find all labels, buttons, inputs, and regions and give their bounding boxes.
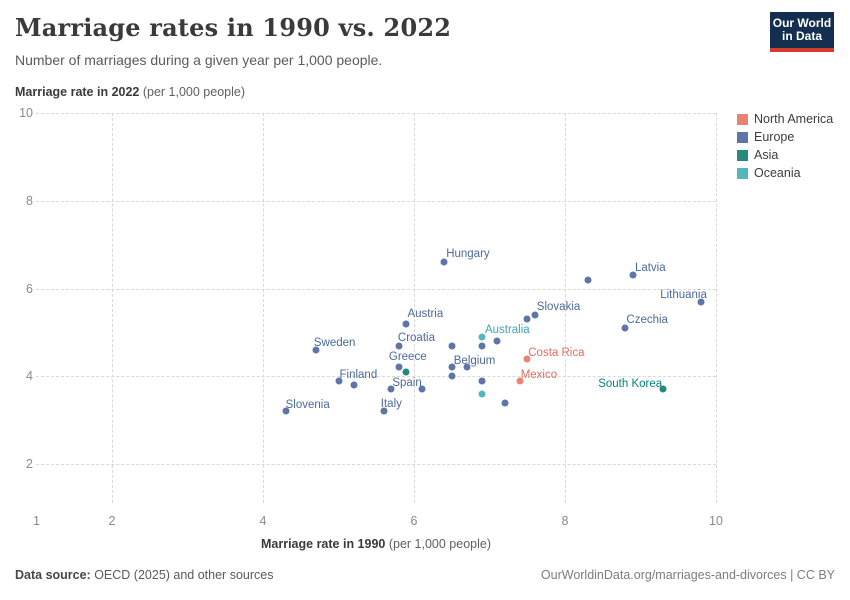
point-label-australia[interactable]: Australia: [484, 323, 530, 336]
x-axis-title: Marriage rate in 1990 (per 1,000 people): [36, 537, 716, 551]
point-label-slovenia[interactable]: Slovenia: [285, 399, 330, 412]
data-point-unlabeled[interactable]: [448, 372, 456, 380]
data-point-mexico[interactable]: [516, 377, 524, 385]
data-point-unlabeled[interactable]: [448, 342, 456, 350]
data-point-unlabeled[interactable]: [350, 381, 358, 389]
data-point-lithuania[interactable]: [697, 298, 705, 306]
x-tick-label-8: 8: [561, 514, 569, 528]
data-source-note: Data source: OECD (2025) and other sourc…: [15, 568, 273, 582]
data-point-italy[interactable]: [380, 407, 388, 415]
y-tick-label-8: 8: [26, 193, 33, 208]
x-tick-label-1: 1: [33, 514, 40, 528]
point-label-hungary[interactable]: Hungary: [446, 248, 490, 261]
gridline-x-4: [263, 113, 264, 503]
page-title: Marriage rates in 1990 vs. 2022: [15, 13, 452, 42]
data-point-spain[interactable]: [387, 385, 395, 393]
legend-label-europe: Europe: [754, 130, 795, 144]
point-label-sweden[interactable]: Sweden: [313, 336, 356, 349]
data-point-unlabeled[interactable]: [478, 377, 486, 385]
legend-label-asia: Asia: [754, 148, 779, 162]
data-point-sweden[interactable]: [312, 346, 320, 354]
point-label-belgium[interactable]: Belgium: [453, 355, 496, 368]
data-point-unlabeled[interactable]: [478, 390, 486, 398]
point-label-costa-rica[interactable]: Costa Rica: [528, 346, 585, 359]
y-tick-label-2: 2: [26, 457, 33, 471]
legend-item-oceania[interactable]: Oceania: [737, 164, 833, 182]
x-tick-label-6: 6: [410, 514, 418, 528]
gridline-y-6: [36, 288, 716, 290]
legend-swatch-oceania: [737, 167, 748, 179]
y-tick-label-10: 10: [19, 106, 33, 120]
owid-logo-line1: Our World: [772, 16, 832, 30]
data-point-unlabeled[interactable]: [493, 337, 501, 345]
x-axis-title-rest: (per 1,000 people): [385, 537, 491, 551]
legend-label-northamerica: North America: [754, 112, 834, 126]
data-point-costa-rica[interactable]: [523, 355, 531, 363]
gridline-x-8: [565, 113, 566, 503]
legend-item-asia[interactable]: Asia: [737, 146, 833, 164]
data-point-finland[interactable]: [335, 377, 342, 385]
point-label-lithuania[interactable]: Lithuania: [660, 288, 707, 301]
owid-license-link[interactable]: OurWorldinData.org/marriages-and-divorce…: [540, 568, 835, 582]
gridline-y-4: [36, 376, 716, 378]
legend-swatch-asia: [737, 149, 748, 161]
legend-item-europe[interactable]: Europe: [737, 128, 833, 146]
data-point-south-korea[interactable]: [659, 385, 667, 393]
point-label-spain[interactable]: Spain: [392, 377, 422, 390]
gridline-y-10: [36, 113, 716, 114]
x-tick-label-10: 10: [709, 514, 723, 528]
y-axis-title-bold: Marriage rate in 2022: [15, 85, 140, 99]
data-point-latvia[interactable]: [629, 271, 637, 279]
owid-logo[interactable]: Our World in Data: [770, 12, 834, 52]
data-point-slovakia[interactable]: [531, 311, 539, 319]
y-axis-title-rest: (per 1,000 people): [139, 85, 246, 99]
gridline-y-2: [36, 464, 716, 465]
gridline-x-10: [716, 113, 717, 503]
data-point-unlabeled[interactable]: [501, 399, 509, 407]
point-label-finland[interactable]: Finland: [339, 368, 378, 381]
data-point-unlabeled[interactable]: [402, 368, 410, 376]
data-point-czechia[interactable]: [621, 324, 629, 332]
legend-swatch-europe: [737, 131, 748, 143]
point-label-croatia[interactable]: Croatia: [397, 331, 435, 344]
data-point-greece[interactable]: [395, 363, 403, 371]
gridline-x-6: [414, 113, 415, 503]
data-point-austria[interactable]: [402, 320, 410, 328]
data-source-label: Data source:: [15, 568, 91, 582]
chart-subtitle: Number of marriages during a given year …: [15, 52, 383, 68]
x-tick-label-4: 4: [259, 514, 267, 528]
data-point-unlabeled[interactable]: [463, 363, 471, 371]
y-tick-label-4: 4: [26, 369, 33, 384]
legend-label-oceania: Oceania: [754, 166, 801, 180]
data-point-hungary[interactable]: [440, 258, 448, 266]
point-label-south-korea[interactable]: South Korea: [598, 378, 663, 391]
owid-logo-line2: in Data: [781, 29, 822, 43]
y-axis-title: Marriage rate in 2022 (per 1,000 people): [15, 85, 245, 99]
data-point-croatia[interactable]: [395, 342, 403, 350]
point-label-slovakia[interactable]: Slovakia: [536, 300, 581, 313]
point-label-czechia[interactable]: Czechia: [626, 313, 668, 326]
point-label-italy[interactable]: Italy: [380, 398, 402, 411]
legend-swatch-northamerica: [737, 113, 748, 125]
x-tick-label-2: 2: [108, 514, 116, 528]
point-label-latvia[interactable]: Latvia: [634, 262, 666, 275]
data-point-unlabeled[interactable]: [523, 315, 531, 323]
point-label-greece[interactable]: Greece: [388, 351, 427, 364]
data-point-slovenia[interactable]: [282, 407, 290, 415]
point-label-austria[interactable]: Austria: [407, 307, 444, 320]
continent-legend: North America Europe Asia Oceania: [737, 110, 833, 182]
x-axis-title-bold: Marriage rate in 1990: [260, 537, 386, 551]
data-point-belgium[interactable]: [448, 363, 456, 371]
legend-item-northamerica[interactable]: North America: [737, 110, 833, 128]
y-tick-label-6: 6: [26, 281, 33, 296]
gridline-y-8: [36, 200, 716, 202]
data-point-unlabeled[interactable]: [478, 342, 486, 350]
data-point-unlabeled[interactable]: [584, 276, 592, 284]
gridline-x-2: [112, 113, 113, 503]
point-label-mexico[interactable]: Mexico: [520, 368, 558, 381]
data-point-unlabeled[interactable]: [418, 385, 426, 393]
data-source-text: OECD (2025) and other sources: [90, 568, 274, 582]
data-point-australia[interactable]: [478, 333, 486, 341]
